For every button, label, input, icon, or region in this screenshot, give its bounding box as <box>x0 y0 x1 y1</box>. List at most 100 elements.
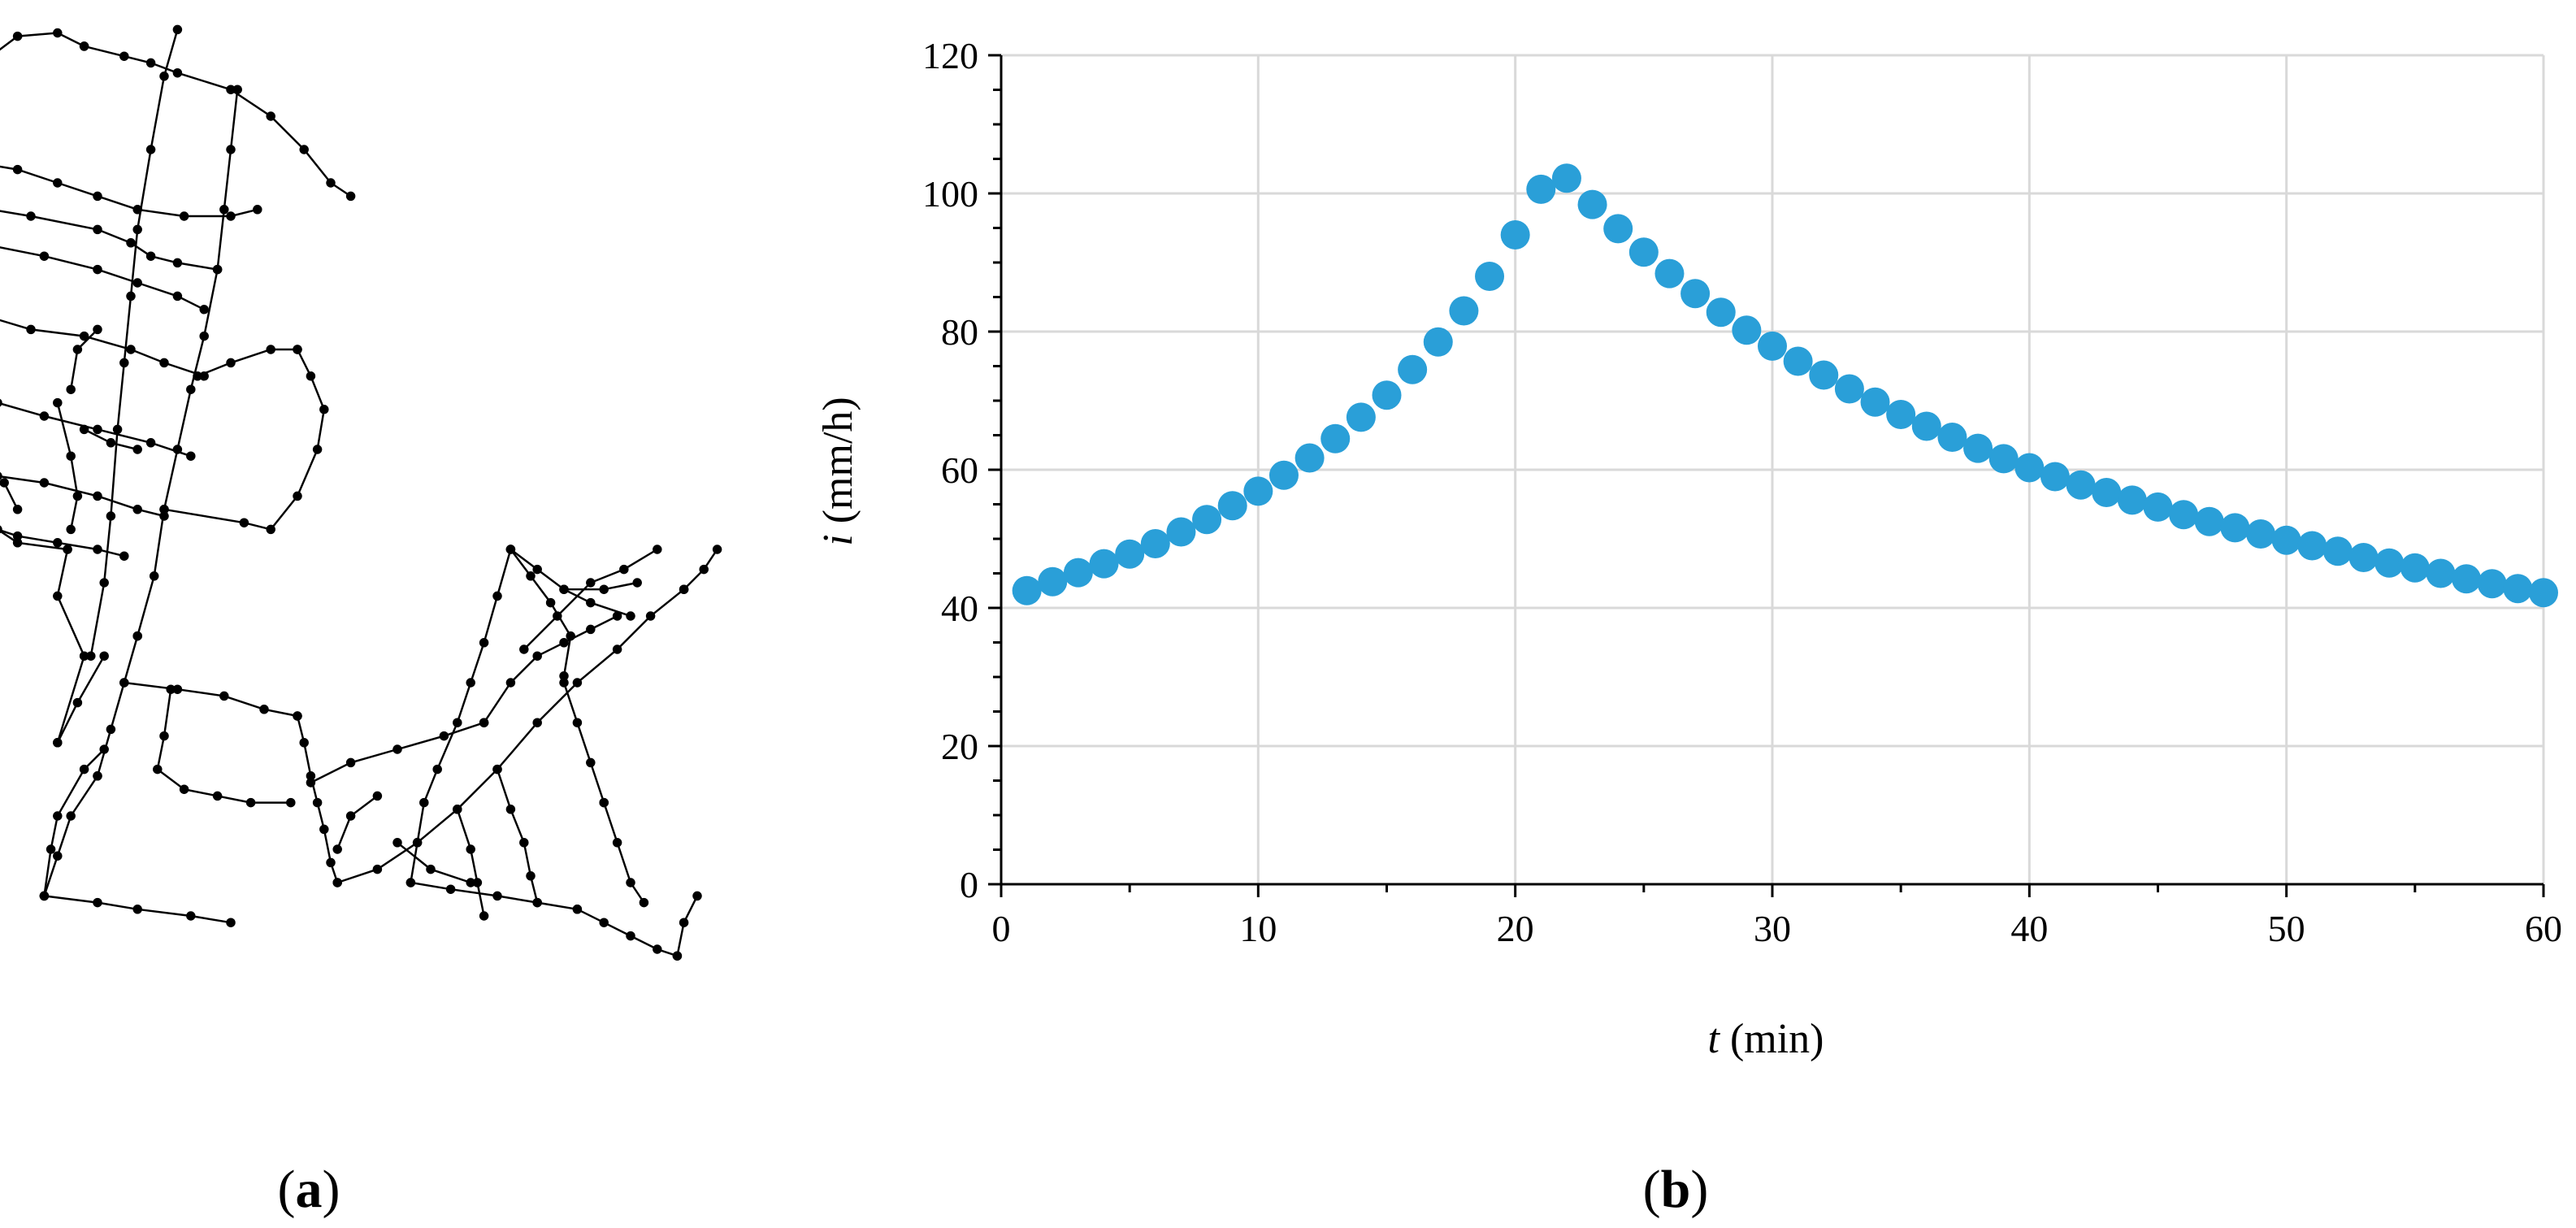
data-point <box>1398 354 1428 384</box>
network-node <box>345 757 356 768</box>
data-point <box>2529 578 2558 608</box>
network-node <box>193 371 202 381</box>
network-node <box>106 511 116 521</box>
data-point <box>1834 374 1864 404</box>
data-point <box>1423 327 1453 357</box>
pipe-segment <box>496 769 539 903</box>
network-node <box>53 591 63 601</box>
network-node <box>26 324 36 335</box>
network-node <box>93 545 102 554</box>
y-tick-label: 40 <box>941 588 978 629</box>
data-point <box>1295 443 1325 473</box>
network-node <box>532 564 542 575</box>
network-node <box>626 611 635 621</box>
data-point <box>2117 485 2147 515</box>
network-node <box>66 524 76 535</box>
network-node <box>39 251 50 261</box>
network-node <box>219 691 229 701</box>
network-node <box>99 744 109 754</box>
network-node <box>232 85 242 94</box>
network-node <box>293 491 302 501</box>
data-point <box>1937 423 1967 453</box>
pipe-segment <box>56 402 79 530</box>
network-node <box>132 905 142 914</box>
x-tick-label: 10 <box>1239 908 1277 949</box>
network-node <box>519 644 529 654</box>
network-node <box>79 764 89 775</box>
network-node <box>299 738 309 748</box>
network-node <box>145 438 156 448</box>
network-node <box>86 651 96 661</box>
network-node <box>179 211 189 221</box>
data-point <box>1988 444 2019 474</box>
network-node <box>53 397 63 408</box>
network-node <box>612 611 622 621</box>
network-node <box>159 505 169 514</box>
network-node <box>492 891 502 901</box>
data-point <box>1758 331 1787 361</box>
data-point <box>1732 315 1762 345</box>
network-node <box>66 384 76 394</box>
chart-gridlines <box>1001 54 2545 884</box>
data-point <box>2477 569 2507 599</box>
network-node <box>532 718 542 727</box>
data-point <box>2452 564 2482 594</box>
network-node <box>532 897 542 908</box>
network-node <box>93 424 102 435</box>
network-node <box>426 864 436 874</box>
network-node <box>53 28 63 38</box>
network-node <box>132 505 142 514</box>
network-node <box>679 918 689 927</box>
network-node <box>445 884 456 894</box>
data-point <box>1115 539 1145 569</box>
network-node <box>312 445 323 454</box>
network-node <box>126 238 136 248</box>
y-tick-label: 60 <box>941 449 978 491</box>
network-node <box>12 164 23 175</box>
network-node <box>526 571 536 581</box>
data-point <box>1654 258 1685 289</box>
network-node <box>53 738 63 748</box>
network-node <box>199 305 209 315</box>
pipe-segment <box>89 29 179 657</box>
network-node <box>626 878 635 887</box>
chart-ticks: 0 10 20 30 40 50 60 0 20 40 60 80 100 120 <box>922 35 2562 949</box>
pipe-segment <box>603 802 645 904</box>
data-point <box>2143 492 2173 522</box>
network-node <box>186 451 196 461</box>
network-node <box>692 891 702 901</box>
network-node <box>586 624 596 635</box>
network-node <box>219 205 229 215</box>
network-node <box>12 531 23 541</box>
network-node <box>166 684 176 694</box>
network-node <box>212 791 223 801</box>
network-node <box>12 538 23 548</box>
network-node <box>239 518 249 527</box>
data-point <box>2092 478 2122 508</box>
network-node <box>63 545 72 554</box>
pipe-segment <box>0 246 205 310</box>
network-node <box>119 551 129 561</box>
network-node <box>505 545 516 554</box>
network-node <box>159 511 169 521</box>
network-node <box>466 878 475 887</box>
rainfall-intensity-chart: 0 10 20 30 40 50 60 0 20 40 60 80 100 120 t (min) i (… <box>815 35 2562 1062</box>
network-node <box>572 905 583 914</box>
data-point <box>1963 433 1993 463</box>
network-node <box>306 771 316 781</box>
network-node <box>612 644 622 654</box>
network-node <box>419 797 429 808</box>
data-point <box>2297 531 2327 561</box>
pipe-segment <box>676 895 699 957</box>
pipe-segment <box>483 614 618 723</box>
network-node <box>545 597 556 608</box>
network-node <box>479 718 489 727</box>
network-node <box>653 944 662 954</box>
pipe-segment <box>0 165 258 218</box>
x-tick-label: 0 <box>992 908 1011 949</box>
network-node <box>132 631 142 641</box>
network-node <box>505 678 516 688</box>
data-point <box>1706 297 1736 328</box>
network-node <box>39 411 50 421</box>
